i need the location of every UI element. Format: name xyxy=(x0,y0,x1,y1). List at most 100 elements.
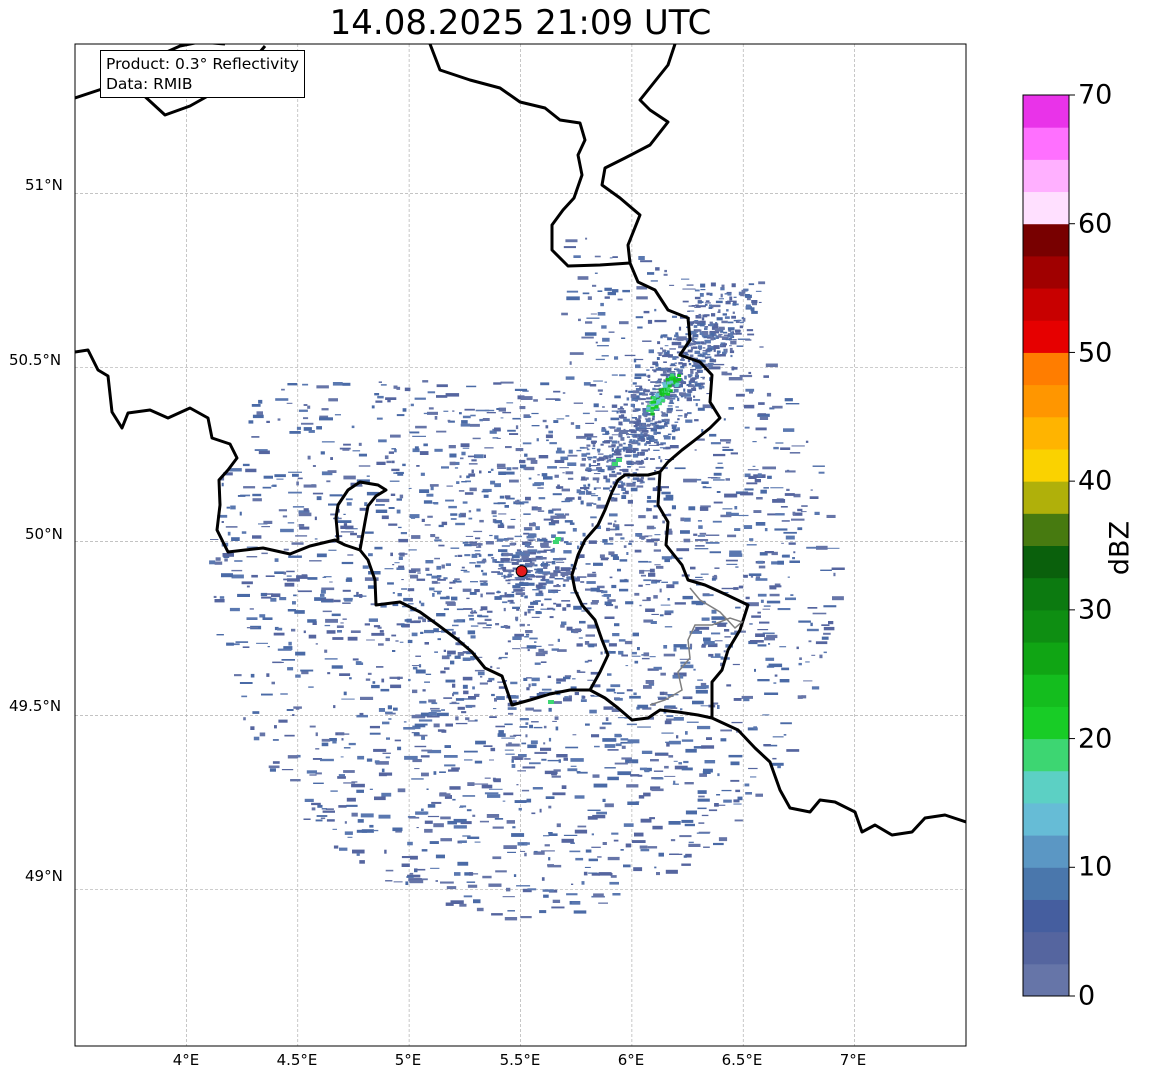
echo-cell xyxy=(694,383,702,387)
echo-cell xyxy=(300,669,314,672)
echo-cell xyxy=(541,537,547,540)
echo-cell xyxy=(524,564,533,568)
echo-cell xyxy=(533,508,539,510)
echo-cell xyxy=(515,592,526,595)
echo-cell xyxy=(590,587,600,592)
echo-cell xyxy=(321,408,329,411)
echo-cell xyxy=(341,561,354,565)
echo-cell xyxy=(252,498,262,502)
echo-cell xyxy=(704,339,711,344)
echo-cell xyxy=(529,637,538,640)
echo-cell xyxy=(792,512,803,516)
echo-cell xyxy=(464,750,478,753)
echo-cell xyxy=(452,624,459,627)
echo-cell xyxy=(508,712,514,715)
echo-cell xyxy=(682,595,693,600)
echo-cell xyxy=(681,278,690,280)
echo-cell xyxy=(755,578,768,581)
echo-cell xyxy=(672,338,678,341)
echo-cell xyxy=(535,575,546,578)
echo-cell xyxy=(321,587,335,591)
echo-cell xyxy=(660,335,663,339)
echo-cell xyxy=(375,400,383,403)
echo-cell xyxy=(401,623,410,628)
echo-cell xyxy=(393,707,398,711)
echo-cell xyxy=(407,874,421,878)
echo-cell xyxy=(462,835,471,837)
echo-cell xyxy=(568,449,573,454)
echo-cell xyxy=(552,792,566,796)
echo-cell xyxy=(643,413,647,417)
echo-cell xyxy=(389,676,403,679)
echo-cell xyxy=(732,663,740,666)
echo-cell xyxy=(406,618,412,623)
echo-cell xyxy=(704,356,708,359)
echo-cell xyxy=(538,538,548,542)
echo-cell xyxy=(339,847,348,851)
echo-cell xyxy=(709,321,713,325)
echo-cell xyxy=(541,603,544,606)
echo-cell xyxy=(655,363,659,367)
echo-cell xyxy=(757,413,770,417)
echo-cell xyxy=(374,393,380,396)
echo-cell xyxy=(259,614,266,618)
echo-cell xyxy=(312,465,316,467)
echo-cell xyxy=(642,393,648,396)
echo-cell xyxy=(486,412,496,414)
echo-cell xyxy=(597,463,601,466)
cbar-tick-70: 70 xyxy=(1078,79,1113,111)
echo-cell xyxy=(612,633,620,637)
echo-cell xyxy=(679,658,691,660)
echo-cell xyxy=(439,793,451,797)
echo-cell xyxy=(774,528,788,531)
echo-cell xyxy=(689,342,696,346)
echo-cell xyxy=(436,613,446,617)
echo-cell xyxy=(639,398,646,401)
echo-cell xyxy=(332,382,343,386)
echo-cell xyxy=(632,382,637,385)
echo-cell xyxy=(656,357,660,360)
echo-cell xyxy=(433,723,440,728)
echo-cell xyxy=(570,842,575,844)
strong-echo-cell xyxy=(666,381,671,385)
echo-cell xyxy=(630,394,637,398)
echo-cell xyxy=(743,697,750,702)
echo-cell xyxy=(737,338,751,340)
echo-cell xyxy=(516,784,519,786)
echo-cell xyxy=(511,591,515,593)
echo-cell xyxy=(647,448,650,451)
echo-cell xyxy=(640,438,646,441)
echo-cell xyxy=(578,637,583,639)
echo-cell xyxy=(657,367,662,371)
echo-cell xyxy=(356,479,370,483)
echo-cell xyxy=(311,807,316,811)
echo-cell xyxy=(520,850,526,852)
echo-cell xyxy=(597,470,605,472)
echo-cell xyxy=(538,582,547,586)
echo-cell xyxy=(577,825,587,828)
echo-cell xyxy=(655,424,659,427)
echo-cell xyxy=(552,701,562,704)
echo-cell xyxy=(411,535,421,539)
echo-cell xyxy=(675,356,679,359)
echo-cell xyxy=(690,643,693,648)
echo-cell xyxy=(643,619,654,623)
echo-cell xyxy=(524,611,527,616)
echo-cell xyxy=(619,469,623,471)
echo-cell xyxy=(457,637,460,640)
echo-cell xyxy=(491,510,497,515)
echo-cell xyxy=(563,579,570,582)
echo-cell xyxy=(698,795,705,798)
echo-cell xyxy=(321,742,329,747)
echo-cell xyxy=(675,406,679,408)
echo-cell xyxy=(715,300,723,304)
echo-cell xyxy=(601,595,608,597)
echo-cell xyxy=(619,410,626,414)
echo-cell xyxy=(664,395,671,399)
echo-cell xyxy=(784,493,795,496)
echo-cell xyxy=(653,595,658,599)
echo-cell xyxy=(415,811,427,815)
echo-cell xyxy=(695,315,702,319)
echo-cell xyxy=(695,305,706,308)
echo-cell xyxy=(480,675,483,678)
